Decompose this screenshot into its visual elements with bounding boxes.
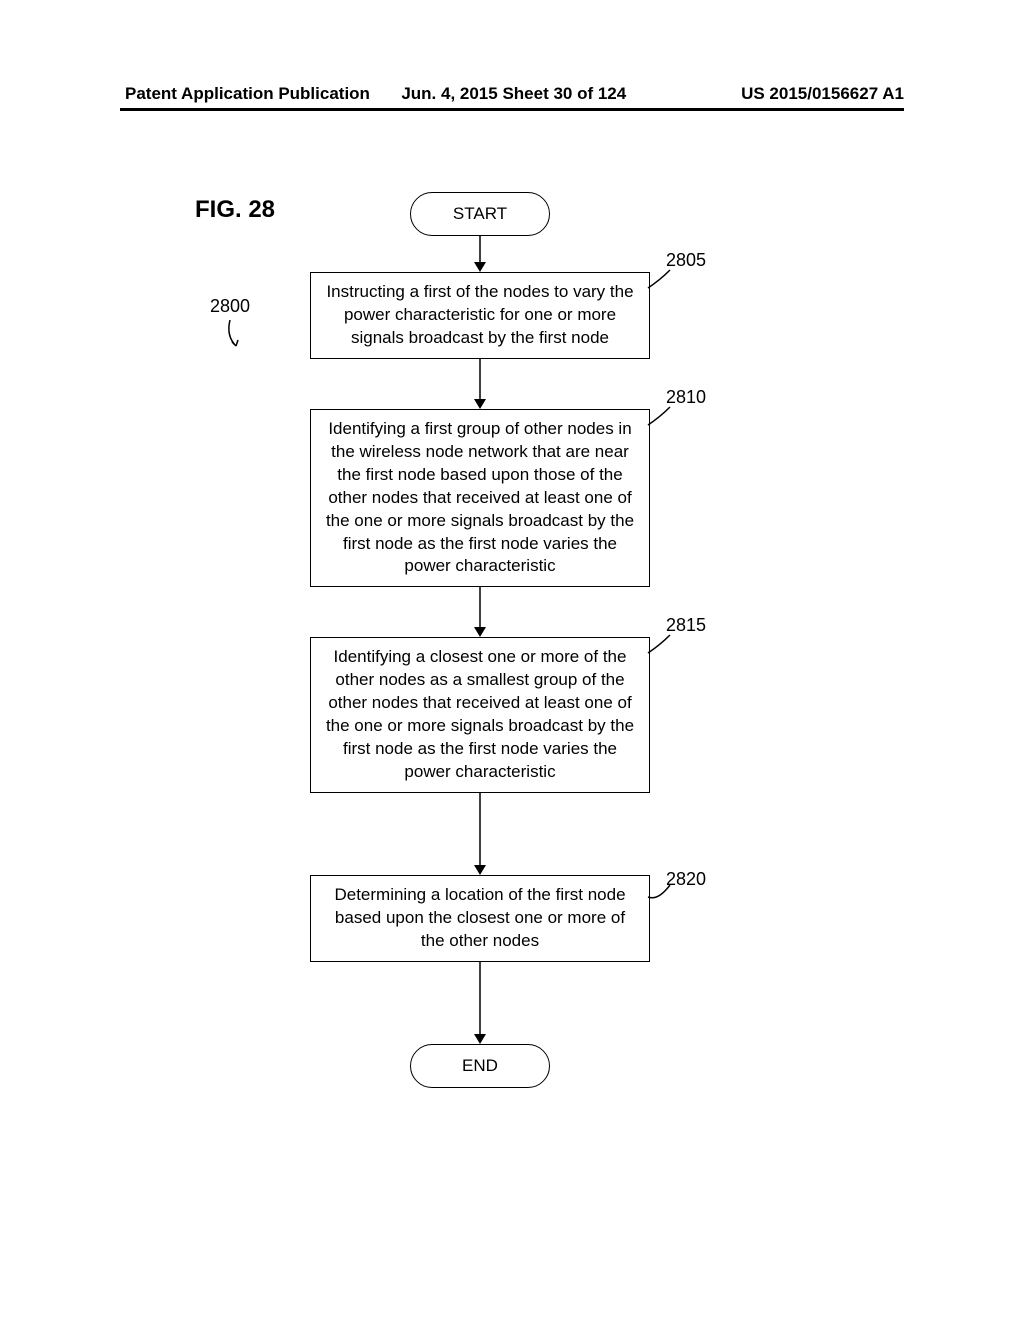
step-2810-box: Identifying a first group of other nodes… [310,409,650,588]
end-terminal: END [410,1044,550,1088]
arrow-icon [470,587,490,637]
header-date-sheet: Jun. 4, 2015 Sheet 30 of 124 [376,84,652,104]
step-2810-text: Identifying a first group of other nodes… [326,419,634,576]
arrow-icon [470,236,490,272]
header-rule [120,108,904,111]
arrow-icon [470,359,490,409]
ref-2800-hook [222,318,252,354]
page-header: Patent Application Publication Jun. 4, 2… [0,84,1024,104]
header-publication: Patent Application Publication [125,84,376,104]
arrow-icon [470,793,490,875]
step-2805-box: Instructing a first of the nodes to vary… [310,272,650,359]
end-label: END [462,1056,498,1076]
step-2820-text: Determining a location of the first node… [334,885,625,950]
step-2815-text: Identifying a closest one or more of the… [326,647,634,781]
start-terminal: START [410,192,550,236]
start-label: START [453,204,507,224]
step-2820-box: Determining a location of the first node… [310,875,650,962]
ref-2815-hook [646,633,676,657]
ref-2820-hook [646,881,676,905]
arrow-icon [470,962,490,1044]
figure-label: FIG. 28 [195,196,275,224]
flowchart: START Instructing a first of the nodes t… [300,192,660,1088]
header-pub-number: US 2015/0156627 A1 [653,84,904,104]
ref-2810-hook [646,405,676,429]
step-2805-text: Instructing a first of the nodes to vary… [326,282,633,347]
ref-2805-hook [646,268,676,292]
ref-2800: 2800 [210,296,250,317]
step-2815-box: Identifying a closest one or more of the… [310,637,650,793]
